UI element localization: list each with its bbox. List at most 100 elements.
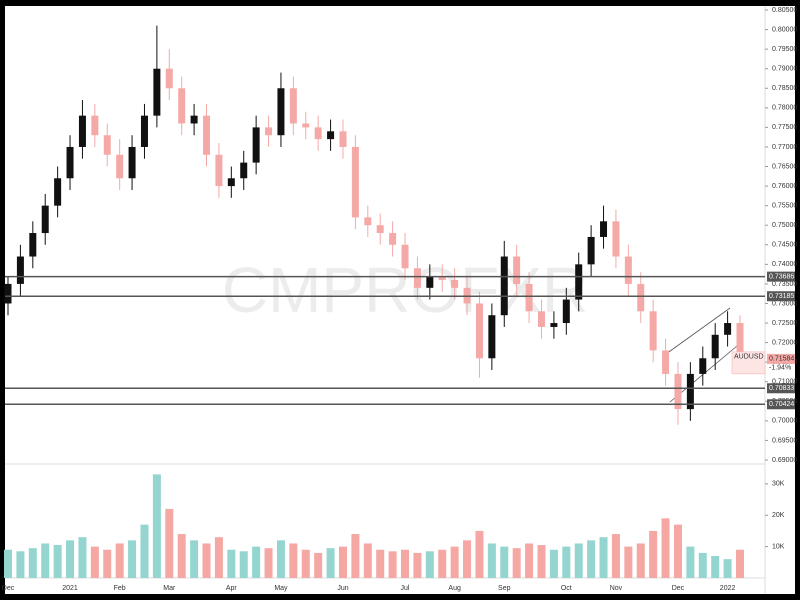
candle-body: [314, 127, 322, 140]
candle-body: [724, 323, 732, 335]
candle-body: [413, 268, 421, 288]
last-price-box: [767, 353, 795, 364]
candle-body: [649, 311, 657, 351]
y-tick-label: 0.78500: [772, 85, 797, 92]
volume-bar: [413, 552, 422, 578]
candle-body: [475, 303, 483, 359]
x-tick-label: Oct: [561, 585, 572, 592]
price-tag-symbol: AUDUSD: [734, 354, 764, 361]
volume-bar: [438, 549, 447, 578]
x-tick-label: Jul: [401, 585, 410, 592]
volume-bar: [549, 549, 558, 578]
volume-bar: [599, 537, 608, 578]
x-tick-label: Dec: [672, 585, 685, 592]
volume-bar: [376, 549, 385, 578]
candle-body: [41, 205, 49, 234]
volume-bar: [152, 474, 161, 578]
candle-body: [587, 236, 595, 265]
volume-bar: [78, 537, 87, 578]
candle-body: [711, 334, 719, 359]
candle-body: [600, 221, 608, 237]
x-tick-label: 2021: [62, 585, 78, 592]
candle-body: [54, 178, 62, 206]
volume-bar: [66, 540, 75, 578]
y-tick-label: 0.73500: [772, 281, 797, 288]
volume-bar: [351, 534, 360, 578]
level-label-box: [767, 291, 795, 302]
candle-body: [662, 350, 670, 374]
volume-bar: [698, 552, 707, 578]
volume-bar: [686, 546, 695, 578]
candle-body: [376, 225, 384, 234]
candle-body: [327, 131, 335, 140]
y-tick-label: 0.79000: [772, 66, 797, 73]
volume-bar: [227, 549, 236, 578]
volume-bar: [388, 551, 397, 578]
y-tick-label: 0.73000: [772, 300, 797, 307]
x-tick-label: Apr: [226, 585, 238, 592]
y-tick-label: 0.75000: [772, 222, 797, 229]
volume-bar: [190, 540, 199, 578]
volume-bar: [587, 540, 596, 578]
y-tick-label: 0.76000: [772, 183, 797, 190]
candle-body: [165, 68, 173, 89]
x-tick-label: Aug: [448, 585, 461, 592]
level-label: 0.70833: [769, 385, 794, 392]
volume-tick-label: 30K: [772, 481, 785, 488]
level-label: 0.73686: [769, 273, 794, 280]
volume-bar: [425, 551, 434, 578]
volume-tick-label: 10K: [772, 543, 785, 550]
y-tick-label: 0.69000: [772, 457, 797, 464]
x-tick-label: Mar: [163, 585, 176, 592]
channel-line: [665, 307, 731, 355]
candle-body: [240, 162, 248, 179]
volume-bar: [140, 524, 149, 578]
y-tick-label: 0.77000: [772, 144, 797, 151]
volume-bar: [611, 534, 620, 578]
volume-bar: [239, 551, 248, 578]
volume-bar: [115, 543, 124, 578]
volume-bar: [487, 543, 496, 578]
y-tick-label: 0.74500: [772, 242, 797, 249]
candle-body: [451, 280, 459, 288]
y-tick-label: 0.74000: [772, 261, 797, 268]
volume-bar: [649, 530, 658, 578]
candle-body: [389, 233, 397, 245]
y-tick-label: 0.79500: [772, 46, 797, 53]
volume-bar: [4, 549, 12, 578]
volume-bar: [28, 548, 37, 578]
y-tick-label: 0.70000: [772, 418, 797, 425]
volume-bar: [326, 548, 335, 578]
candle-body: [612, 221, 620, 257]
price-change: -1.94%: [769, 365, 791, 372]
volume-bar: [338, 546, 347, 578]
volume-bar: [562, 546, 571, 578]
candle-body: [562, 299, 570, 324]
candle-body: [4, 283, 12, 304]
volume-bar: [475, 530, 484, 578]
candle-body: [426, 276, 434, 288]
volume-bar: [736, 549, 744, 578]
volume-bar: [103, 549, 112, 578]
volume-bar: [314, 552, 323, 578]
candle-body: [78, 115, 86, 147]
y-tick-label: 0.71000: [772, 379, 797, 386]
volume-bar: [177, 534, 186, 578]
candle-body: [178, 88, 186, 124]
level-label-box: [767, 271, 795, 282]
candle-body: [537, 311, 545, 327]
volume-bar: [301, 549, 310, 578]
volume-bar: [574, 543, 583, 578]
volume-bar: [53, 545, 62, 578]
volume-bar: [16, 551, 25, 578]
candle-body: [66, 146, 74, 179]
candle-body: [29, 233, 37, 257]
last-price-label: 0.71584: [769, 356, 794, 363]
level-label: 0.73185: [769, 293, 794, 300]
volume-bar: [252, 546, 261, 578]
volume-bar: [636, 543, 645, 578]
volume-tick-label: 20K: [772, 512, 785, 519]
candle-body: [277, 88, 285, 136]
